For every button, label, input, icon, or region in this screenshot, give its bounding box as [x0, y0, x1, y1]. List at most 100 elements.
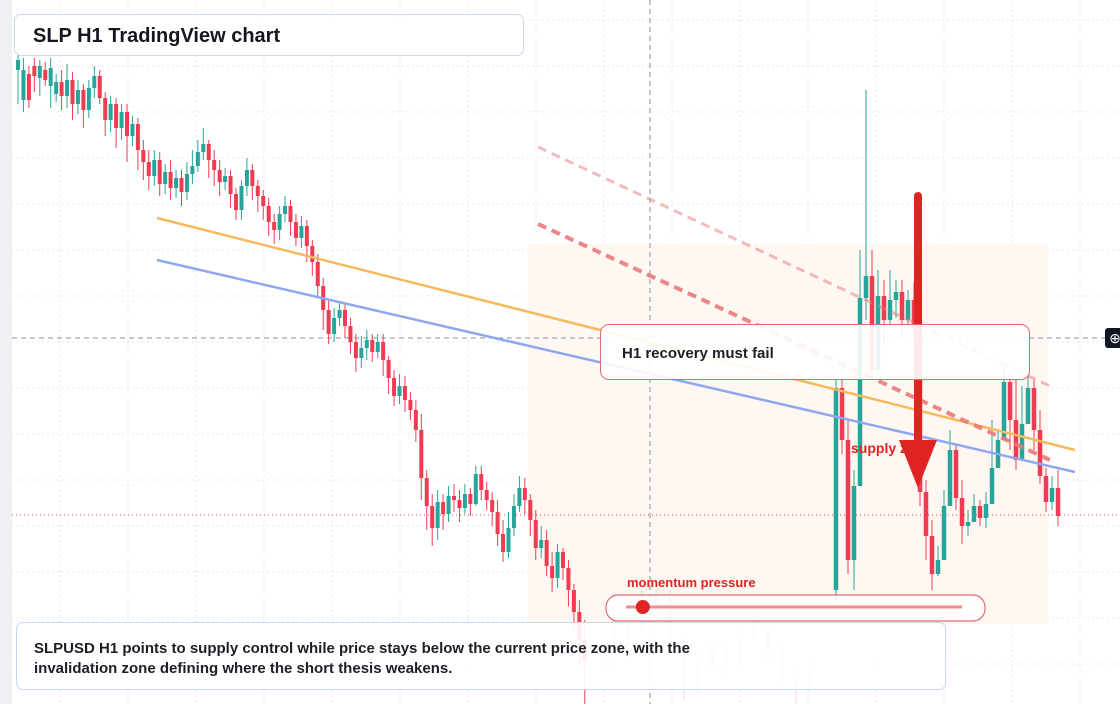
candle-body — [446, 496, 451, 514]
candle — [59, 70, 64, 110]
candle — [550, 552, 555, 592]
candle-body — [250, 170, 255, 186]
candle-body — [845, 440, 851, 560]
candle — [457, 490, 462, 522]
down-arrow-head-icon — [899, 440, 937, 488]
candle — [506, 512, 511, 558]
candle-body — [364, 340, 369, 348]
candle — [953, 444, 959, 510]
candle-body — [26, 74, 31, 100]
candle-body — [168, 172, 173, 188]
candle — [484, 482, 489, 510]
candle-body — [141, 150, 146, 162]
candle-body — [48, 68, 53, 86]
candle — [293, 214, 298, 246]
candle — [517, 476, 522, 512]
candle — [315, 254, 320, 296]
candle-body — [381, 342, 386, 360]
candle-body — [70, 80, 75, 104]
candle — [343, 304, 347, 338]
candle — [1031, 380, 1037, 450]
candle-body — [255, 186, 260, 196]
candle-body — [348, 326, 353, 342]
candle — [851, 470, 857, 590]
candle — [887, 270, 893, 326]
candle-body — [501, 534, 506, 552]
candle-body — [332, 318, 337, 334]
candle-body — [201, 144, 206, 152]
candle — [941, 490, 947, 560]
candle-body — [1001, 382, 1007, 440]
candle — [157, 152, 162, 196]
candle — [190, 150, 195, 184]
recovery-text: H1 recovery must fail — [622, 345, 774, 362]
candle — [419, 414, 424, 500]
candle-body — [941, 506, 947, 560]
candle-body — [869, 276, 875, 370]
candle-body — [244, 170, 249, 186]
dashed-resistance-line — [537, 222, 1051, 462]
candle-body — [81, 90, 86, 110]
candle — [332, 308, 337, 342]
candle — [965, 510, 971, 536]
candle — [959, 480, 965, 544]
candle-body — [1013, 420, 1019, 460]
crosshair-plus-icon[interactable]: ⊕ — [1105, 328, 1120, 348]
candle — [266, 198, 271, 236]
candle — [923, 480, 929, 560]
candle-body — [217, 170, 222, 182]
candle-body — [326, 310, 331, 334]
title-box: SLP H1 TradingView chart — [14, 14, 524, 56]
candle-body — [195, 152, 200, 166]
candle — [250, 164, 255, 200]
candle-body — [923, 492, 929, 536]
candle — [501, 520, 506, 562]
candle-body — [1031, 388, 1037, 430]
candle-body — [408, 400, 413, 410]
candle-body — [977, 506, 983, 518]
candle — [152, 150, 157, 186]
candle-body — [959, 498, 965, 526]
candle — [424, 470, 429, 530]
candle-body — [419, 430, 424, 478]
candle — [359, 336, 364, 368]
candle-body — [16, 60, 20, 70]
candle — [1025, 374, 1031, 424]
candle — [125, 104, 129, 162]
momentum-knob[interactable] — [635, 600, 650, 614]
candle-body — [283, 206, 288, 214]
candle-body — [59, 82, 64, 96]
candle — [103, 92, 108, 136]
candle — [413, 400, 418, 442]
candle — [1013, 380, 1019, 470]
candle-body — [174, 178, 179, 188]
candle-body — [343, 310, 347, 326]
candle — [971, 494, 977, 522]
candle — [490, 492, 495, 526]
candle-body — [86, 88, 91, 110]
candle-body — [92, 76, 97, 88]
candle-body — [1025, 388, 1031, 424]
candle — [239, 180, 244, 220]
candle — [1007, 374, 1013, 450]
candle-body — [561, 552, 565, 568]
candle — [893, 280, 899, 318]
candle — [26, 66, 31, 108]
candle — [452, 484, 456, 512]
left-scroll-strip — [0, 0, 12, 704]
candle — [321, 278, 326, 330]
candle-body — [857, 298, 863, 486]
candle — [863, 90, 869, 320]
candle — [223, 168, 228, 190]
candle — [539, 526, 544, 558]
candle — [174, 170, 179, 198]
candle — [92, 66, 97, 98]
candle — [1043, 468, 1049, 512]
candle — [97, 70, 102, 104]
candle-body — [953, 450, 959, 498]
candle-body — [517, 488, 522, 506]
candle-body — [37, 66, 42, 78]
candle — [353, 334, 358, 372]
